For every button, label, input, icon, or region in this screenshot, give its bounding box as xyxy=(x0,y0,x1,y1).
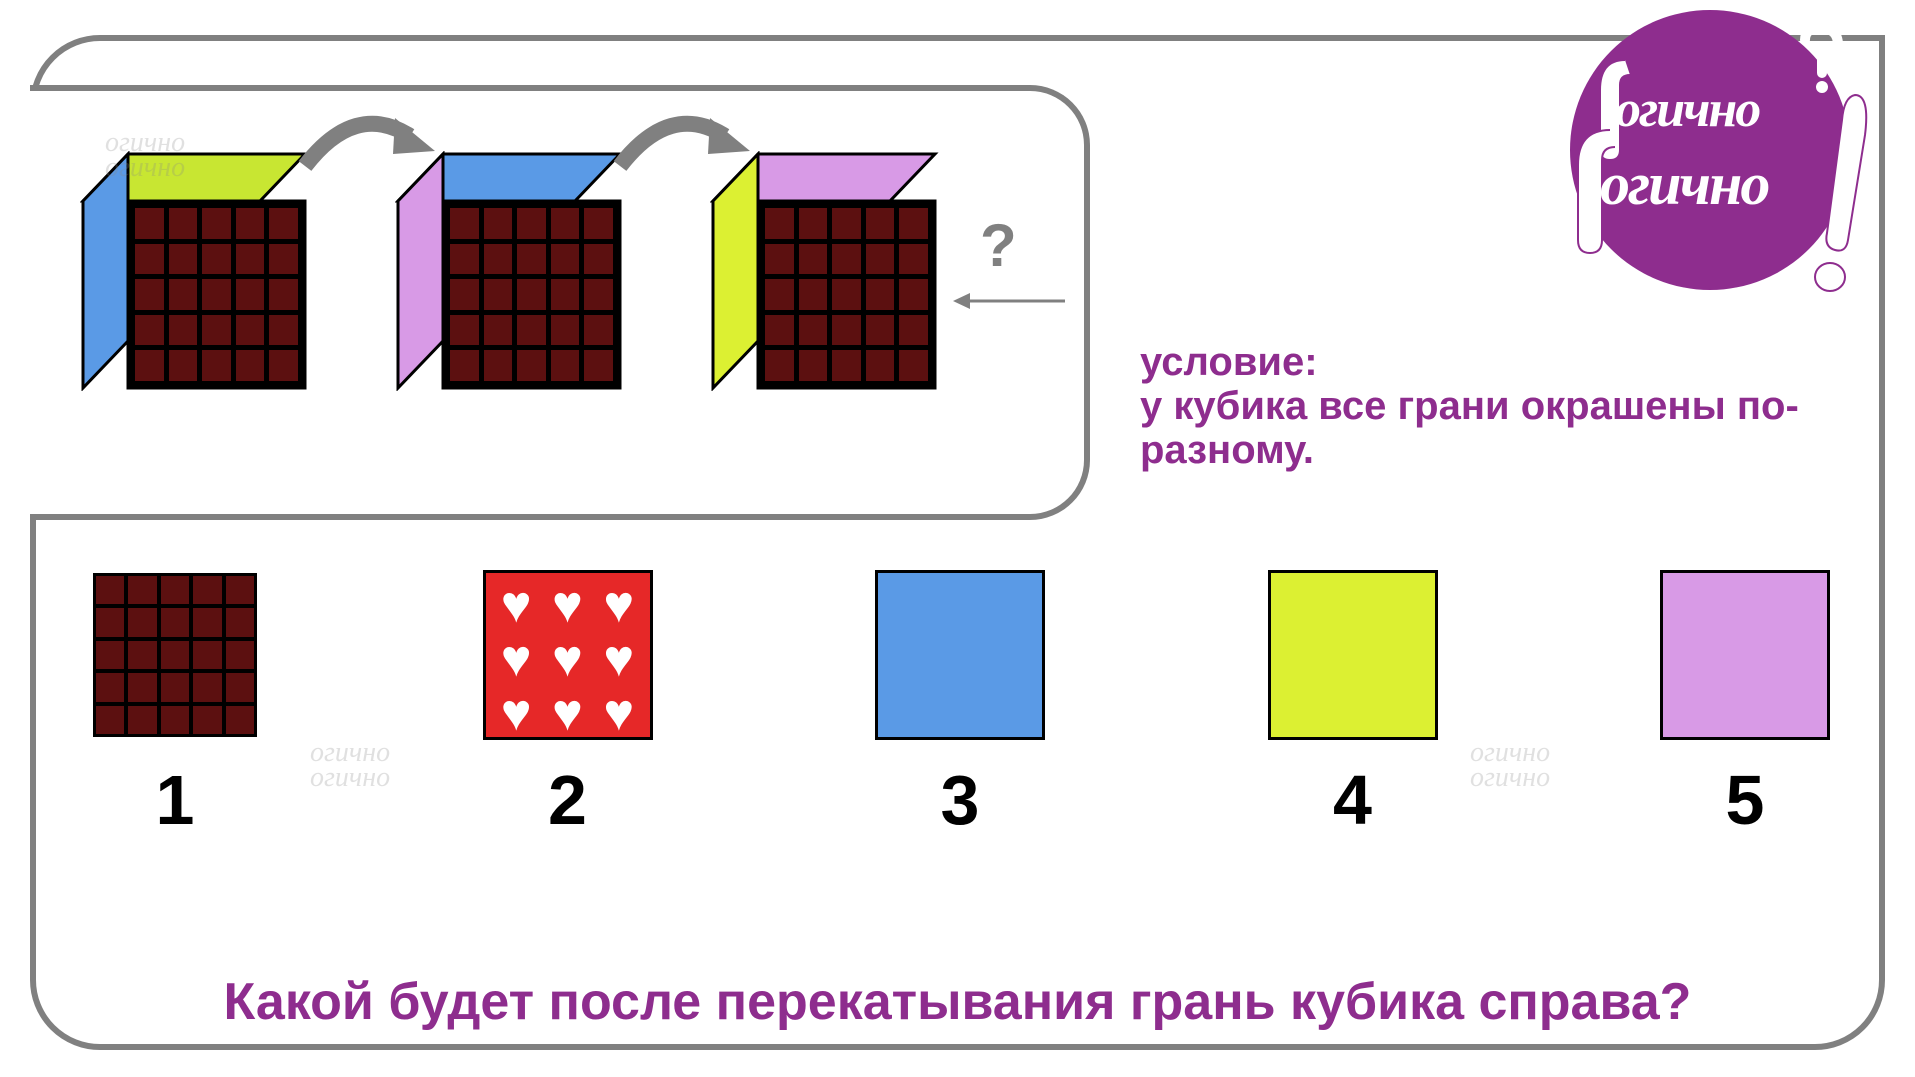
cube-2-front-grid xyxy=(446,204,617,385)
option-5[interactable]: 5 xyxy=(1660,570,1830,870)
option-1-box xyxy=(90,570,260,740)
cube-1 xyxy=(80,151,310,396)
left-arrow-icon xyxy=(950,286,1070,316)
option-2-number: 2 xyxy=(548,760,587,840)
option-4-number: 4 xyxy=(1333,760,1372,840)
condition-block: условие: у кубика все грани окрашены по-… xyxy=(1140,340,1840,472)
option-3[interactable]: 3 xyxy=(875,570,1045,870)
option-3-box xyxy=(875,570,1045,740)
logo-text-top: огично xyxy=(1615,80,1759,139)
logo: огично огично xyxy=(1540,10,1870,285)
cube-3 xyxy=(710,151,940,396)
question-mark-icon: ? xyxy=(980,211,1017,280)
option-4[interactable]: 4 xyxy=(1268,570,1438,870)
option-2-box: ♥♥♥ ♥♥♥ ♥♥♥ xyxy=(483,570,653,740)
option-1[interactable]: 1 xyxy=(90,570,260,870)
question-text: Какой будет после перекатывания грань ку… xyxy=(0,972,1915,1032)
option-4-box xyxy=(1268,570,1438,740)
cube-1-front-grid xyxy=(131,204,302,385)
logo-text-bottom: огично xyxy=(1600,150,1768,219)
option-3-number: 3 xyxy=(941,760,980,840)
option-5-box xyxy=(1660,570,1830,740)
option-2[interactable]: ♥♥♥ ♥♥♥ ♥♥♥ 2 xyxy=(483,570,653,870)
cube-3-front-grid xyxy=(761,204,932,385)
option-5-number: 5 xyxy=(1726,760,1765,840)
logo-exclaim-icon xyxy=(1800,85,1890,295)
condition-text: у кубика все грани окрашены по-разному. xyxy=(1140,384,1840,472)
cube-2 xyxy=(395,151,625,396)
condition-label: условие: xyxy=(1140,340,1840,384)
cubes-panel: ? xyxy=(30,85,1090,520)
option-1-number: 1 xyxy=(156,760,195,840)
options-row: 1 ♥♥♥ ♥♥♥ ♥♥♥ 2 3 4 5 xyxy=(60,570,1860,870)
